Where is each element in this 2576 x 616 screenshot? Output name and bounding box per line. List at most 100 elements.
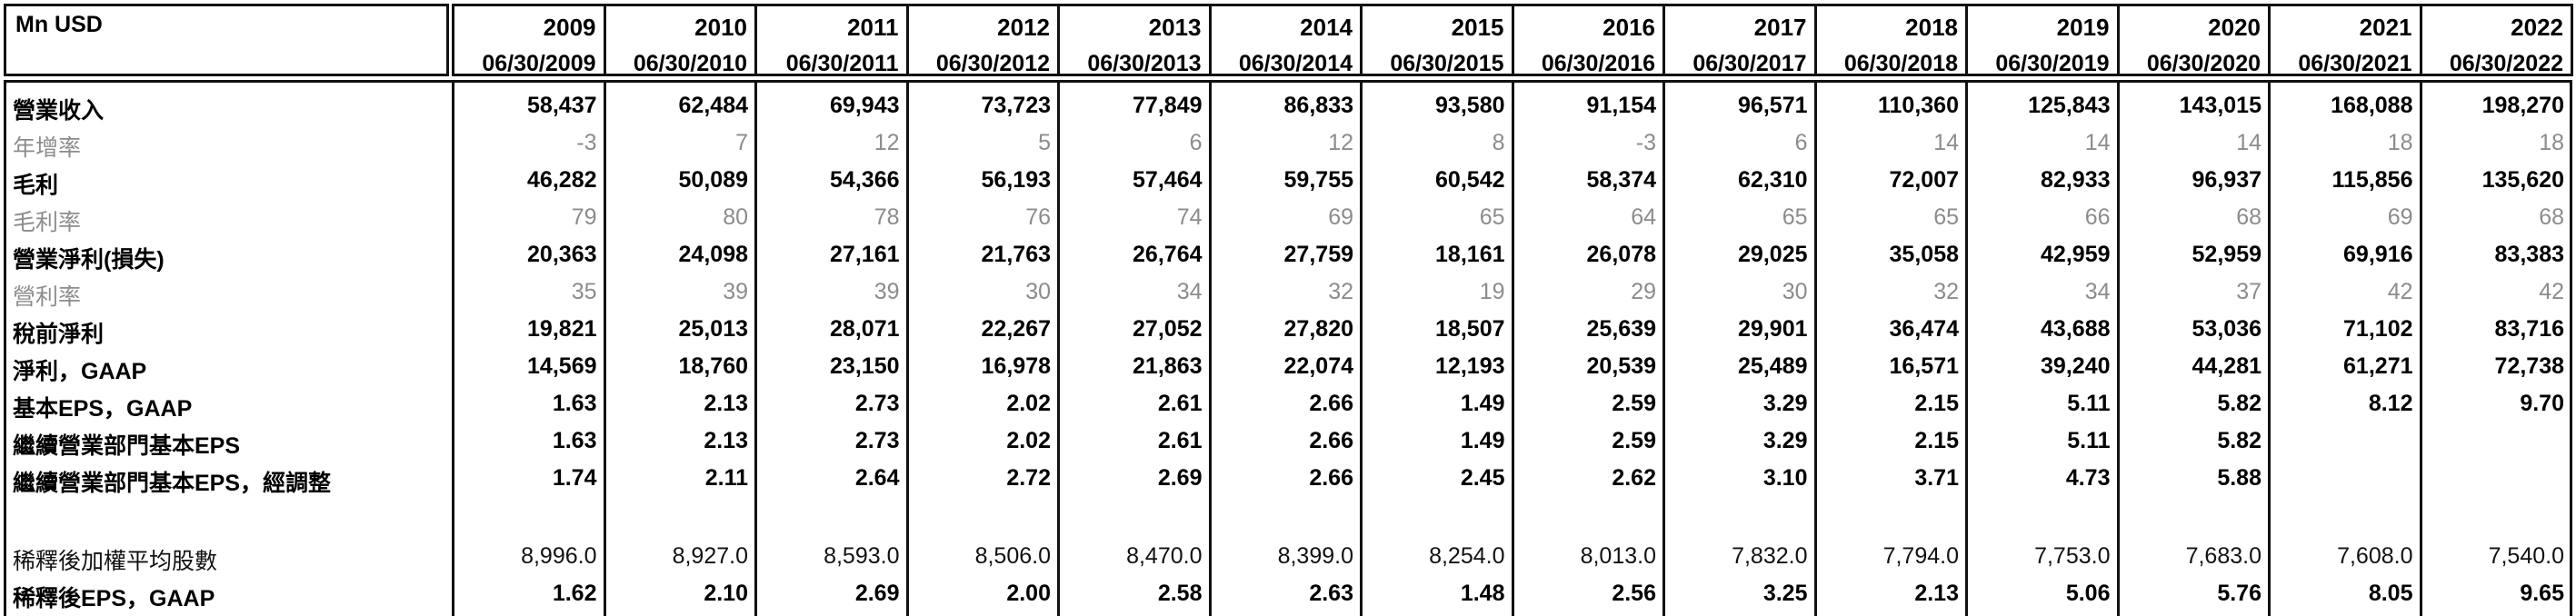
table-cell: 3.25 bbox=[1762, 581, 1808, 606]
table-row: 年增率 -3 7 12 5 6 12 8 -3 6 14 14 14 18 18 bbox=[0, 124, 2576, 161]
table-cell: 14 bbox=[2236, 130, 2261, 155]
table-cell: 2.72 bbox=[1006, 465, 1051, 491]
period-end-date: 06/30/2010 bbox=[633, 51, 747, 76]
table-cell: 30 bbox=[1782, 279, 1808, 304]
table-cell: 77,849 bbox=[1133, 93, 1203, 118]
table-cell: 18 bbox=[2539, 130, 2564, 155]
table-cell: 35,058 bbox=[1889, 242, 1959, 267]
table-cell: 73,723 bbox=[981, 93, 1051, 118]
table-cell: 2.63 bbox=[1309, 581, 1353, 606]
table-cell: 72,738 bbox=[2494, 353, 2564, 379]
table-cell: 21,863 bbox=[1133, 353, 1203, 379]
table-cell: 2.62 bbox=[1612, 465, 1656, 491]
table-cell: 1.49 bbox=[1460, 428, 1505, 453]
fiscal-year-label: 2014 bbox=[1300, 14, 1353, 41]
table-cell: 72,007 bbox=[1889, 167, 1959, 193]
table-cell: 62,484 bbox=[678, 93, 748, 118]
year-header-cell: 2016 06/30/2016 bbox=[1511, 4, 1662, 76]
table-row: 毛利 46,282 50,089 54,366 56,193 57,464 59,755 60… bbox=[0, 162, 2576, 198]
fiscal-year-label: 2015 bbox=[1451, 14, 1504, 41]
row-label: 繼續營業部門基本EPS bbox=[13, 433, 241, 459]
table-cell: 69 bbox=[1328, 204, 1353, 230]
year-header-cell: 2014 06/30/2014 bbox=[1208, 4, 1360, 76]
table-cell: 2.66 bbox=[1309, 428, 1353, 453]
table-cell: 2.13 bbox=[704, 428, 748, 453]
table-cell: 34 bbox=[1176, 279, 1203, 304]
table-cell: 16,978 bbox=[981, 353, 1051, 379]
table-cell: 4.73 bbox=[2065, 465, 2111, 491]
table-cell: 61,271 bbox=[2343, 353, 2413, 379]
period-end-date: 06/30/2015 bbox=[1390, 51, 1504, 76]
table-cell: 7,608.0 bbox=[2337, 543, 2413, 569]
table-cell: 83,383 bbox=[2494, 242, 2564, 267]
fiscal-year-label: 2009 bbox=[543, 14, 596, 41]
table-cell: 3.10 bbox=[1762, 465, 1808, 491]
table-cell: 96,571 bbox=[1738, 93, 1808, 118]
table-cell: -3 bbox=[576, 130, 597, 155]
table-cell: 7,683.0 bbox=[2185, 543, 2261, 569]
table-cell: 3.29 bbox=[1762, 391, 1808, 416]
column-divider bbox=[603, 80, 606, 616]
fiscal-year-label: 2016 bbox=[1603, 14, 1655, 41]
table-cell: 2.59 bbox=[1612, 391, 1656, 416]
year-header-cell: 2022 06/30/2022 bbox=[2419, 4, 2573, 76]
table-cell: 1.48 bbox=[1460, 581, 1505, 606]
table-cell: 7 bbox=[735, 130, 748, 155]
period-end-date: 06/30/2022 bbox=[2449, 51, 2563, 76]
table-cell: 96,937 bbox=[2192, 167, 2261, 193]
table-cell: 35 bbox=[571, 279, 597, 304]
table-cell: 14 bbox=[2084, 130, 2111, 155]
fiscal-year-label: 2010 bbox=[694, 14, 747, 41]
year-header-cell: 2011 06/30/2011 bbox=[754, 4, 906, 76]
fiscal-year-label: 2020 bbox=[2208, 14, 2261, 41]
table-cell: 5.06 bbox=[2065, 581, 2111, 606]
year-header-cell: 2018 06/30/2018 bbox=[1813, 4, 1965, 76]
table-cell: 2.56 bbox=[1612, 581, 1656, 606]
table-cell: 34 bbox=[2084, 279, 2111, 304]
column-divider bbox=[1360, 80, 1363, 616]
table-cell: 2.13 bbox=[704, 391, 748, 416]
period-end-date: 06/30/2013 bbox=[1087, 51, 1202, 76]
row-label: 營業收入 bbox=[13, 98, 105, 124]
table-cell: 22,267 bbox=[981, 316, 1051, 342]
table-cell: 6 bbox=[1189, 130, 1203, 155]
table-cell: 58,374 bbox=[1586, 167, 1656, 193]
table-cell: 21,763 bbox=[981, 242, 1051, 267]
table-cell: 18,161 bbox=[1435, 242, 1505, 267]
table-cell: 20,539 bbox=[1586, 353, 1656, 379]
row-label: 稀釋後加權平均股數 bbox=[13, 549, 218, 574]
table-cell: 2.73 bbox=[854, 428, 900, 453]
table-cell: 2.66 bbox=[1309, 465, 1353, 491]
table-row: 營業收入 58,437 62,484 69,943 73,723 77,849 86,833… bbox=[0, 87, 2576, 124]
table-cell: 74 bbox=[1176, 204, 1203, 230]
table-row: 營利率 35 39 39 30 34 32 19 29 30 32 34 37 42 42 bbox=[0, 273, 2576, 310]
table-cell: 168,088 bbox=[2331, 93, 2413, 118]
table-cell: 58,437 bbox=[527, 93, 597, 118]
column-divider bbox=[1511, 80, 1514, 616]
table-cell: 43,688 bbox=[2041, 316, 2111, 342]
year-header-cell: 2019 06/30/2019 bbox=[1965, 4, 2117, 76]
row-label: 淨利，GAAP bbox=[13, 359, 147, 384]
table-cell: 32 bbox=[1933, 279, 1959, 304]
table-cell: 65 bbox=[1933, 204, 1959, 230]
table-cell: 2.61 bbox=[1157, 428, 1203, 453]
table-cell: 7,753.0 bbox=[2034, 543, 2111, 569]
row-label: 營業淨利(損失) bbox=[13, 247, 165, 273]
column-divider bbox=[452, 80, 454, 616]
table-cell: 69,916 bbox=[2343, 242, 2413, 267]
table-cell: 25,489 bbox=[1738, 353, 1808, 379]
table-cell: 65 bbox=[1479, 204, 1505, 230]
year-header-cell: 2020 06/30/2020 bbox=[2116, 4, 2268, 76]
table-cell: 18,507 bbox=[1435, 316, 1505, 342]
table-cell: 68 bbox=[2539, 204, 2564, 230]
table-cell: 135,620 bbox=[2481, 167, 2564, 193]
fiscal-year-label: 2012 bbox=[997, 14, 1050, 41]
table-cell: 5.82 bbox=[2217, 428, 2261, 453]
table-cell: 29 bbox=[1631, 279, 1656, 304]
table-cell: 42 bbox=[2539, 279, 2564, 304]
table-cell: 69,943 bbox=[830, 93, 900, 118]
year-header-cell: 2015 06/30/2015 bbox=[1360, 4, 1512, 76]
table-cell: 23,150 bbox=[830, 353, 900, 379]
unit-label: Mn USD bbox=[15, 12, 103, 37]
